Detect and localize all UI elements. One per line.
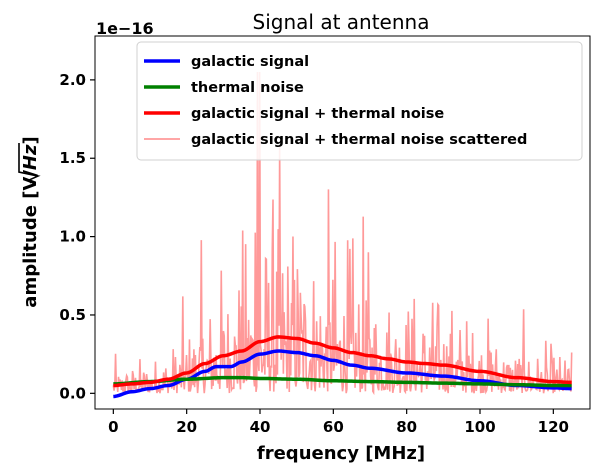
y-tick-label: 0.0 <box>59 384 86 402</box>
legend-label: thermal noise <box>191 80 304 96</box>
y-tick-label: 2.0 <box>59 71 86 89</box>
series-line-2 <box>113 335 572 388</box>
series-lines-layer <box>113 335 572 399</box>
y-tick-label: 0.5 <box>59 306 86 324</box>
y-axis-label-sqrt-arg: Hz <box>20 144 41 170</box>
svg-text:amplitude [V/Hz]: amplitude [V/Hz] <box>20 136 41 307</box>
series-line-1 <box>113 375 572 388</box>
legend-label: galactic signal <box>191 54 309 70</box>
y-axis-label-end: ] <box>20 136 41 144</box>
x-tick-label: 120 <box>538 418 569 436</box>
legend-label: galactic signal + thermal noise <box>191 106 444 122</box>
x-axis-label: frequency [MHz] <box>257 443 425 464</box>
x-axis-ticks: 0 20 40 60 80 100 120 <box>108 409 569 436</box>
legend: galactic signal thermal noise galactic sig… <box>136 41 583 161</box>
legend-label: galactic signal + thermal noise scattere… <box>191 132 527 148</box>
y-axis-label-main: amplitude [V/ <box>20 170 41 308</box>
chart-title: Signal at antenna <box>253 10 430 34</box>
x-tick-label: 60 <box>323 418 344 436</box>
x-tick-label: 20 <box>176 418 197 436</box>
y-axis-label: amplitude [V/Hz] <box>18 136 41 308</box>
y-tick-label: 1.5 <box>59 149 86 167</box>
x-tick-label: 80 <box>396 418 417 436</box>
x-tick-label: 40 <box>250 418 271 436</box>
legend-box <box>136 41 583 161</box>
y-tick-label: 1.0 <box>59 228 86 246</box>
series-scattered-line <box>112 72 573 396</box>
x-tick-label: 100 <box>464 418 495 436</box>
plot-frame <box>94 35 591 410</box>
y-offset-text: 1e−16 <box>96 19 154 38</box>
scattered-series-layer <box>112 72 573 396</box>
x-tick-label: 0 <box>108 418 118 436</box>
y-axis-ticks: 0.0 0.5 1.0 1.5 2.0 <box>59 71 95 402</box>
sqrt-radical <box>18 143 41 184</box>
